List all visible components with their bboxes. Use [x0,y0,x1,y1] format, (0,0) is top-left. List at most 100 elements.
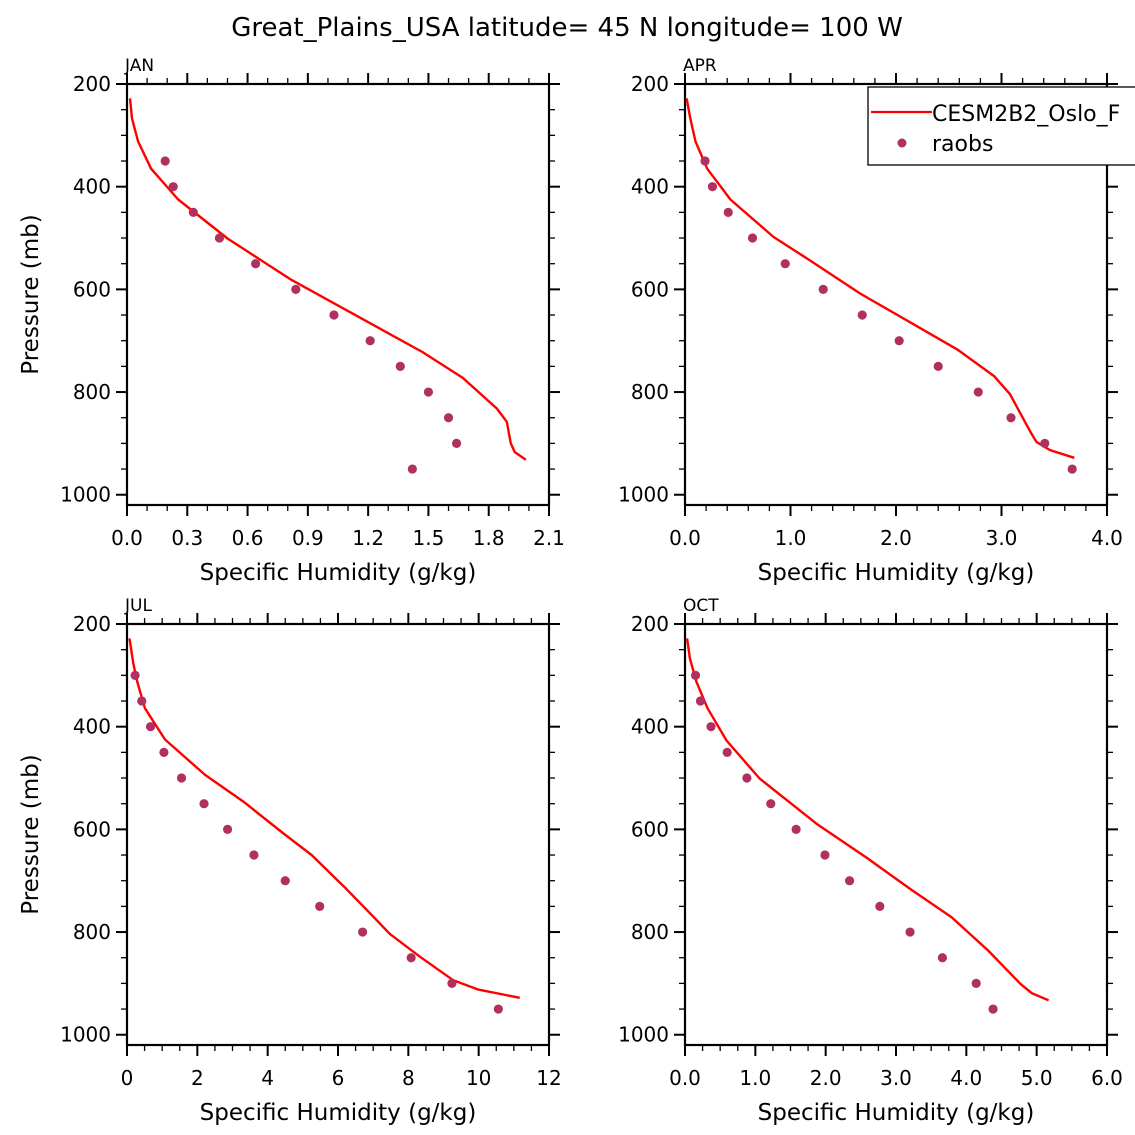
raobs-point [1006,413,1016,423]
raobs-point [406,953,416,963]
y-tick-label: 800 [631,920,669,944]
raobs-point [159,747,169,757]
raobs-point [971,978,981,988]
y-tick-label: 800 [73,380,111,404]
model-line [128,638,521,999]
legend-box [867,86,1135,166]
model-line [128,98,527,461]
raobs-point [857,310,867,320]
x-axis-label: Specific Humidity (g/kg) [200,1100,477,1126]
legend-label-raobs: raobs [932,132,993,157]
raobs-point [988,1004,998,1014]
raobs-point [365,336,375,346]
plot-frame [125,622,551,1047]
panel-title: JAN [124,56,154,76]
x-tick-label: 1.0 [775,526,807,550]
raobs-point [188,207,198,217]
x-tick-label: 1.5 [413,526,445,550]
raobs-point [723,207,733,217]
y-tick-label: 400 [631,715,669,739]
x-axis-label: Specific Humidity (g/kg) [758,1100,1035,1126]
series-group [685,98,1077,474]
raobs-point [707,182,718,192]
x-tick-label: 6.0 [1091,1066,1123,1090]
raobs-point [722,747,732,757]
raobs-point [291,284,301,294]
x-tick-label: 0.9 [292,526,324,550]
raobs-point [875,901,885,911]
y-tick-label: 1000 [618,483,669,507]
raobs-point [493,1004,503,1014]
raobs-point [443,413,454,423]
x-axis-label: Specific Humidity (g/kg) [200,560,477,586]
y-tick-label: 200 [73,612,111,636]
raobs-point [820,850,830,860]
raobs-point [168,182,178,192]
x-tick-label: 0.3 [171,526,203,550]
x-tick-label: 6 [332,1066,345,1090]
raobs-point [937,953,948,963]
raobs-point [423,387,434,397]
raobs-point [222,824,233,834]
panel-jan: 0.0 0.3 0.6 0.9 1.2 1.5 1.8 2.1 200 400 600 800 1000… [18,56,565,586]
plot-frame [683,622,1109,1047]
panel-apr: 0.0 1.0 2.0 3.0 4.0 200 400 600 800 1000 APR Specif… [618,56,1123,586]
x-tick-label: 4 [261,1066,274,1090]
raobs-point [742,773,752,783]
raobs-point [766,799,776,809]
y-tick-label: 400 [73,715,111,739]
x-tick-label: 0.0 [111,526,143,550]
x-tick-label: 1.2 [352,526,384,550]
panel-oct: 0.0 1.0 2.0 3.0 4.0 5.0 6.0 200 400 600 800 1000 OCT… [618,596,1123,1126]
y-tick-label: 800 [73,920,111,944]
y-tick-label: 600 [631,817,669,841]
raobs-point [447,978,457,988]
y-tick-label: 400 [631,175,669,199]
legend: CESM2B2_Oslo_F raobs [867,86,1135,166]
y-tick-label: 200 [631,72,669,96]
raobs-point [933,361,943,371]
x-tick-label: 0.0 [669,526,701,550]
series-group [128,638,521,1014]
x-tick-label: 12 [536,1066,561,1090]
raobs-point [1067,464,1077,474]
model-line [685,638,1050,1002]
x-tick-label: 2 [191,1066,204,1090]
raobs-point [315,901,325,911]
x-tick-label: 2.0 [810,1066,842,1090]
raobs-point [747,233,758,243]
raobs-point [214,233,225,243]
raobs-point [280,876,290,886]
raobs-point [1040,438,1050,448]
raobs-point [973,387,983,397]
legend-label-model: CESM2B2_Oslo_F [932,102,1120,127]
model-line [685,98,1075,459]
y-tick-label: 600 [631,277,669,301]
y-tick-label: 200 [631,612,669,636]
x-tick-label: 8 [402,1066,415,1090]
raobs-point [894,336,904,346]
y-tick-label: 800 [631,380,669,404]
x-tick-label: 1.0 [739,1066,771,1090]
raobs-point [905,927,915,937]
x-tick-label: 2.1 [533,526,565,550]
y-axis-label: Pressure (mb) [18,754,44,914]
y-tick-label: 200 [73,72,111,96]
x-tick-label: 5.0 [1021,1066,1053,1090]
legend-marker-swatch [897,138,907,148]
x-tick-label: 0.0 [669,1066,701,1090]
y-tick-label: 400 [73,175,111,199]
raobs-point [199,799,209,809]
plot-frame [125,82,551,507]
panel-title: APR [683,56,717,76]
x-tick-label: 0.6 [232,526,264,550]
raobs-point [160,156,170,166]
series-group [685,638,1050,1014]
panel-jul: 0 2 4 6 8 10 12 200 400 600 800 1000 JUL Specific Hum… [18,596,562,1126]
figure-title: Great_Plains_USA latitude= 45 N longitud… [231,13,903,43]
panels: 0.0 0.3 0.6 0.9 1.2 1.5 1.8 2.12004006008001000… [18,56,1123,1126]
raobs-point [690,670,701,680]
x-tick-label: 0 [121,1066,134,1090]
raobs-point [329,310,339,320]
